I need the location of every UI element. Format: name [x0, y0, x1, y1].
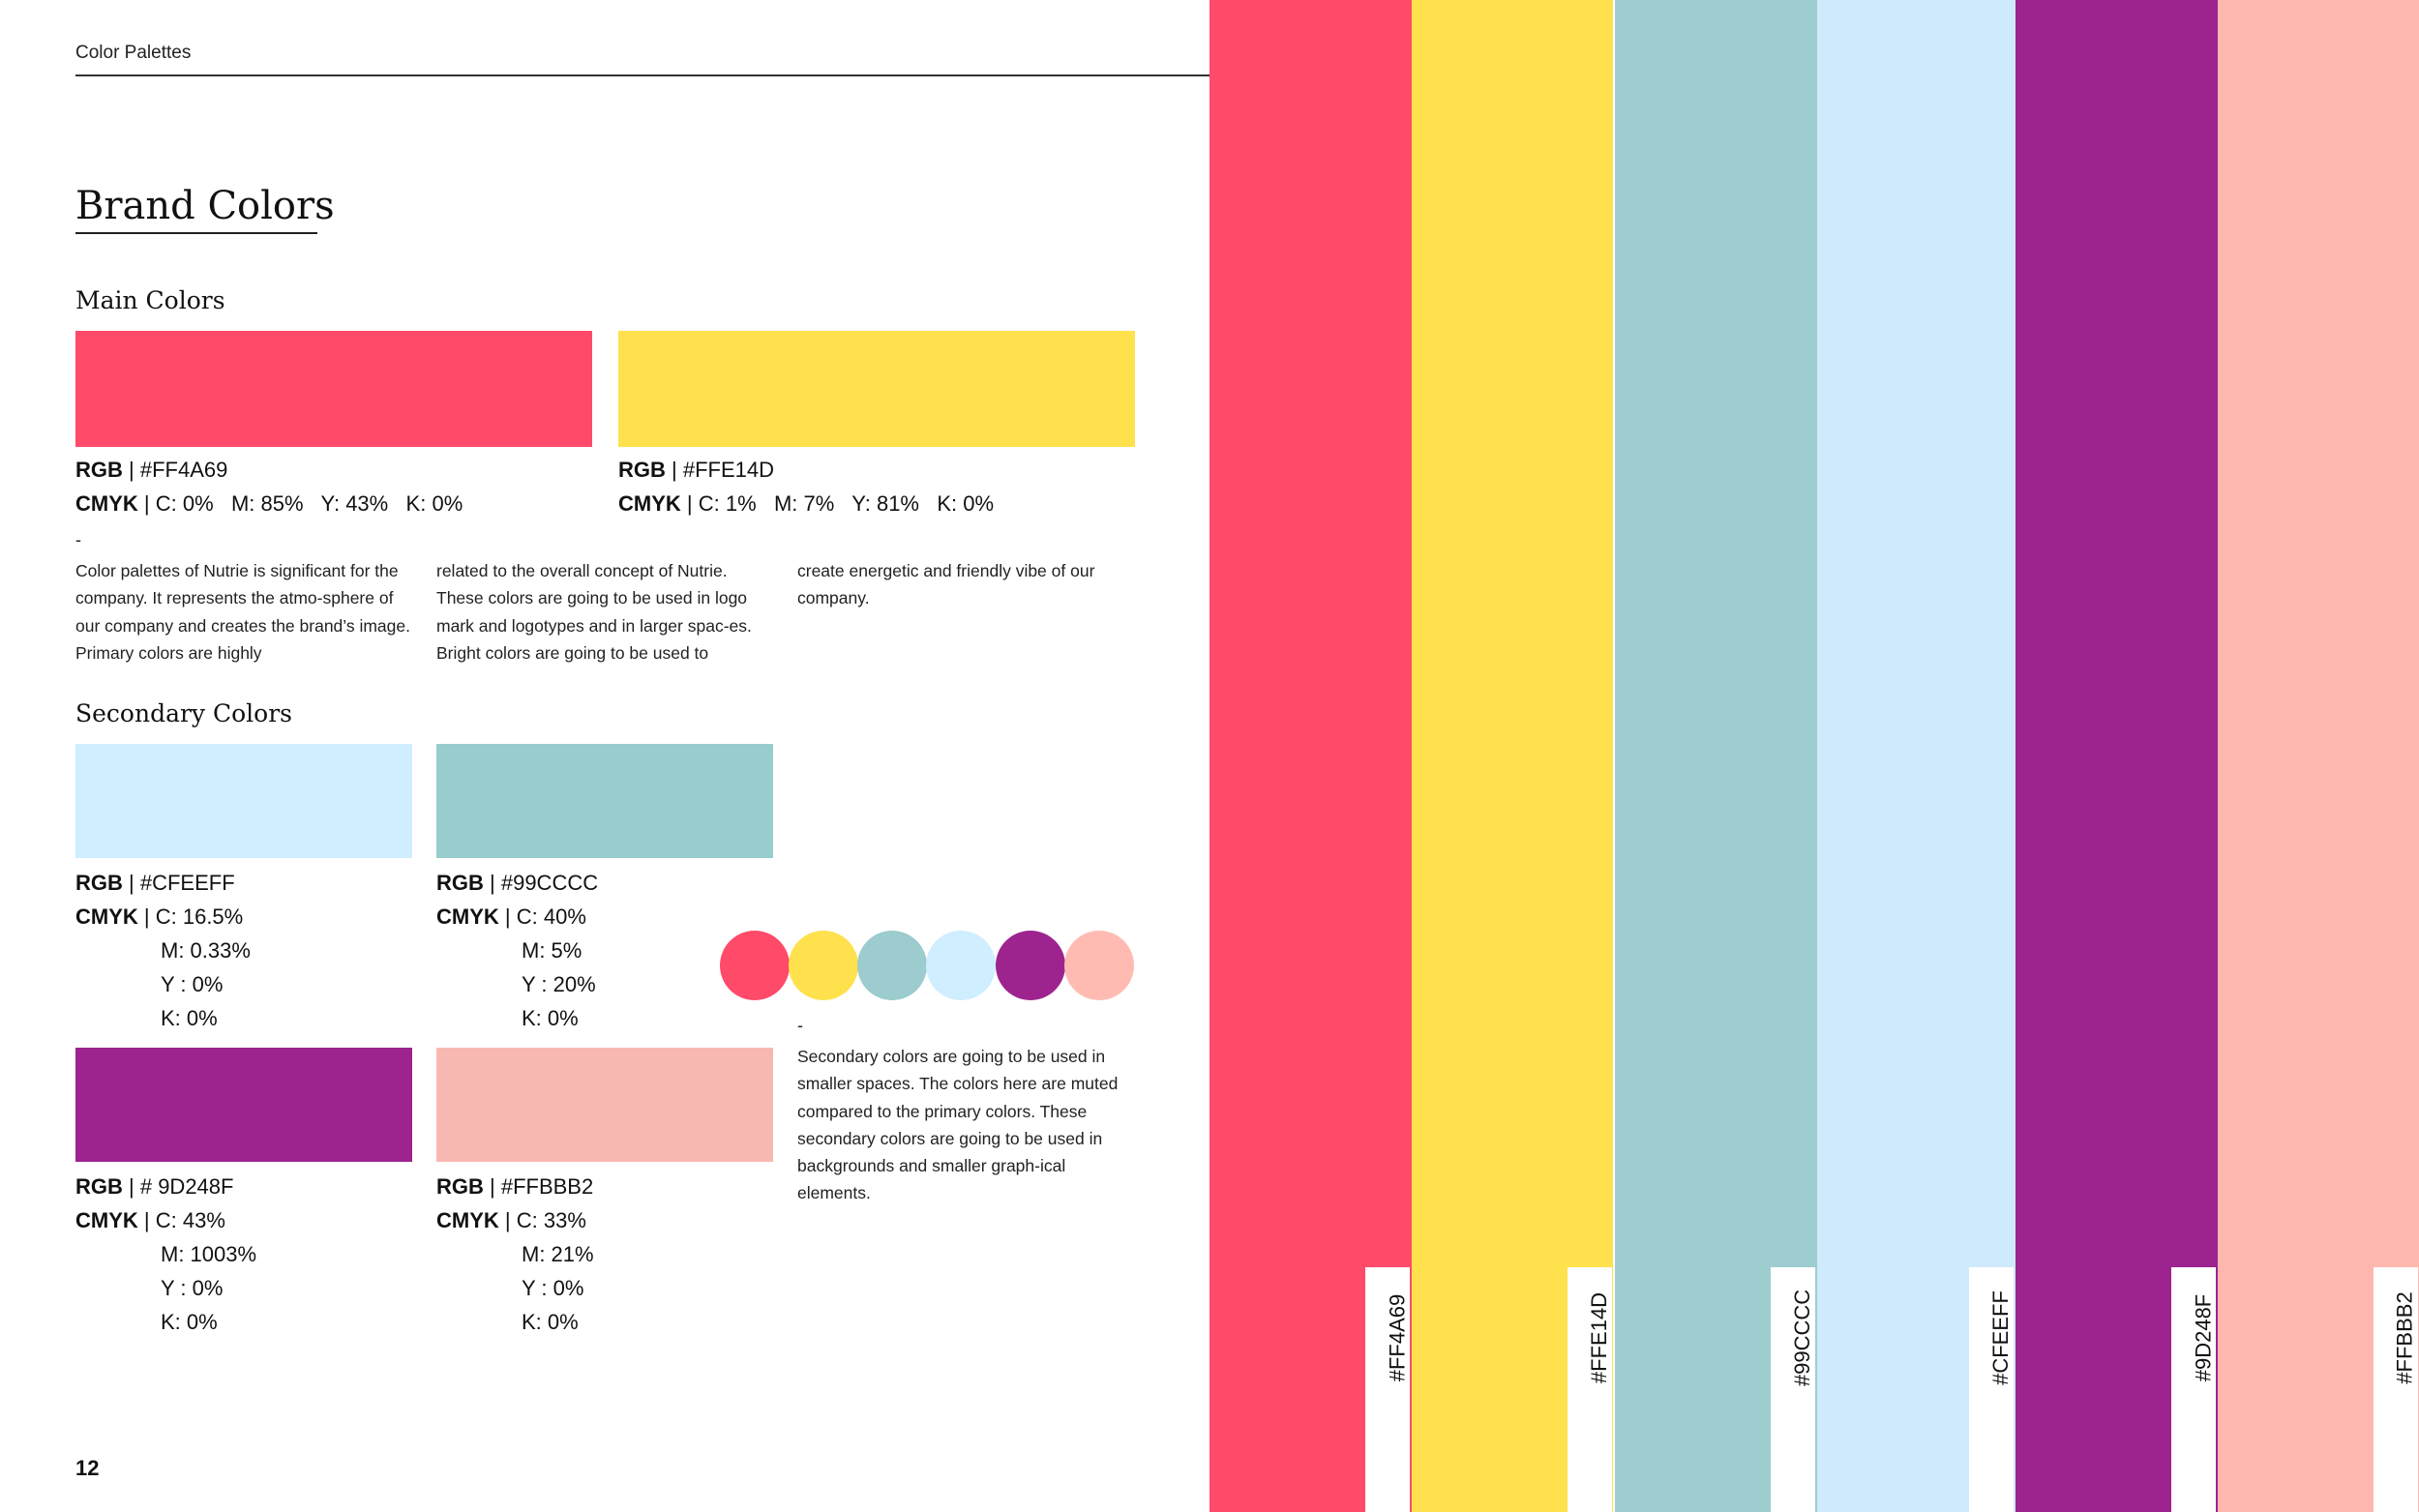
secondary-dash: - — [797, 1016, 803, 1035]
rgb-label: RGB — [75, 1174, 123, 1199]
rgb-value: #FFBBB2 — [500, 1174, 594, 1199]
cmyk-m: M: 1003% — [161, 1242, 257, 1266]
cmyk-c: C: 43% — [155, 1208, 225, 1232]
cmyk-label: CMYK — [436, 1208, 499, 1232]
stripe-hex-label-4: #CFEEFF — [1988, 1290, 2014, 1385]
secondary-color-swatch-4 — [436, 1048, 773, 1162]
secondary-color-swatch-2 — [436, 744, 773, 858]
secondary-color-spec-3: RGB | # 9D248F CMYK | C: 43% M: 1003% Y … — [75, 1170, 256, 1339]
palette-circle-6 — [1064, 931, 1134, 1000]
title-underline — [75, 232, 317, 234]
rgb-value: #FFE14D — [682, 458, 774, 482]
rgb-value: # 9D248F — [139, 1174, 234, 1199]
color-stripe-4 — [1817, 0, 2016, 1512]
cmyk-m: M: 0.33% — [161, 938, 251, 963]
stripe-hex-label-5: #9D248F — [2191, 1293, 2216, 1382]
palette-circle-1 — [720, 931, 790, 1000]
rgb-label: RGB — [436, 1174, 484, 1199]
stripe-hex-label-1: #FF4A69 — [1385, 1293, 1409, 1382]
color-stripe-5 — [2016, 0, 2218, 1512]
main-color-spec-2: RGB | #FFE14D CMYK | C: 1% M: 7% Y: 81% … — [618, 458, 995, 516]
page-title: Brand Colors — [75, 184, 335, 228]
cmyk-label: CMYK — [75, 904, 138, 929]
cmyk-c: C: 16.5% — [155, 904, 244, 929]
main-color-swatch-2 — [618, 331, 1135, 447]
stripe-label-tab-2 — [1568, 1267, 1612, 1512]
cmyk-value: C: 0% M: 85% Y: 43% K: 0% — [155, 491, 463, 516]
palette-circle-3 — [857, 931, 927, 1000]
cmyk-label: CMYK — [436, 904, 499, 929]
secondary-color-spec-2: RGB | #99CCCC CMYK | C: 40% M: 5% Y : 20… — [436, 866, 598, 1035]
secondary-paragraph: Secondary colors are going to be used in… — [797, 1047, 1119, 1203]
secondary-colors-heading: Secondary Colors — [75, 699, 293, 727]
main-color-spec-1: RGB | #FF4A69 CMYK | C: 0% M: 85% Y: 43%… — [75, 458, 463, 516]
palette-circle-2 — [789, 931, 858, 1000]
stripe-hex-label-6: #FFBBB2 — [2393, 1291, 2417, 1384]
cmyk-label: CMYK — [75, 491, 138, 516]
page-number: 12 — [75, 1456, 100, 1480]
stripe-hex-label-3: #99CCCC — [1790, 1289, 1815, 1387]
rgb-value: #FF4A69 — [139, 458, 228, 482]
cmyk-k: K: 0% — [161, 1006, 218, 1030]
secondary-color-spec-4: RGB | #FFBBB2 CMYK | C: 33% M: 21% Y : 0… — [436, 1170, 594, 1339]
cmyk-y: Y : 20% — [522, 972, 596, 996]
cmyk-value: C: 1% M: 7% Y: 81% K: 0% — [698, 491, 995, 516]
stripe-hex-label-2: #FFE14D — [1587, 1291, 1611, 1384]
cmyk-label: CMYK — [618, 491, 681, 516]
color-stripe-6 — [2218, 0, 2419, 1512]
palette-circle-4 — [926, 931, 996, 1000]
stripe-label-tab-3 — [1771, 1267, 1815, 1512]
rgb-label: RGB — [618, 458, 666, 482]
main-paragraph-col-2: related to the overall concept of Nutrie… — [436, 561, 752, 663]
main-colors-heading: Main Colors — [75, 286, 225, 314]
cmyk-y: Y : 0% — [161, 1276, 224, 1300]
color-stripe-1 — [1210, 0, 1412, 1512]
header-divider — [75, 74, 1210, 76]
stripe-label-tab-1 — [1365, 1267, 1410, 1512]
cmyk-m: M: 21% — [522, 1242, 594, 1266]
rgb-value: #99CCCC — [500, 871, 599, 895]
section-label: Color Palettes — [75, 43, 192, 63]
cmyk-c: C: 33% — [516, 1208, 586, 1232]
cmyk-y: Y : 0% — [522, 1276, 584, 1300]
rgb-value: #CFEEFF — [139, 871, 235, 895]
secondary-color-swatch-1 — [75, 744, 412, 858]
cmyk-y: Y : 0% — [161, 972, 224, 996]
main-paragraph-col-3: create energetic and friendly vibe of ou… — [797, 561, 1095, 608]
stripe-label-tab-6 — [2374, 1267, 2418, 1512]
main-paragraph-col-1: Color palettes of Nutrie is significant … — [75, 561, 410, 663]
palette-circle-5 — [996, 931, 1065, 1000]
stripe-label-tab-4 — [1969, 1267, 2014, 1512]
rgb-label: RGB — [436, 871, 484, 895]
main-dash: - — [75, 530, 81, 549]
rgb-label: RGB — [75, 871, 123, 895]
cmyk-m: M: 5% — [522, 938, 582, 963]
cmyk-k: K: 0% — [522, 1006, 579, 1030]
color-stripe-2 — [1412, 0, 1613, 1512]
cmyk-label: CMYK — [75, 1208, 138, 1232]
stripe-label-tab-5 — [2171, 1267, 2216, 1512]
secondary-color-spec-1: RGB | #CFEEFF CMYK | C: 16.5% M: 0.33% Y… — [75, 866, 251, 1035]
cmyk-k: K: 0% — [522, 1310, 579, 1334]
main-color-swatch-1 — [75, 331, 592, 447]
secondary-color-swatch-3 — [75, 1048, 412, 1162]
cmyk-k: K: 0% — [161, 1310, 218, 1334]
cmyk-c: C: 40% — [516, 904, 586, 929]
rgb-label: RGB — [75, 458, 123, 482]
color-stripe-3 — [1615, 0, 1817, 1512]
